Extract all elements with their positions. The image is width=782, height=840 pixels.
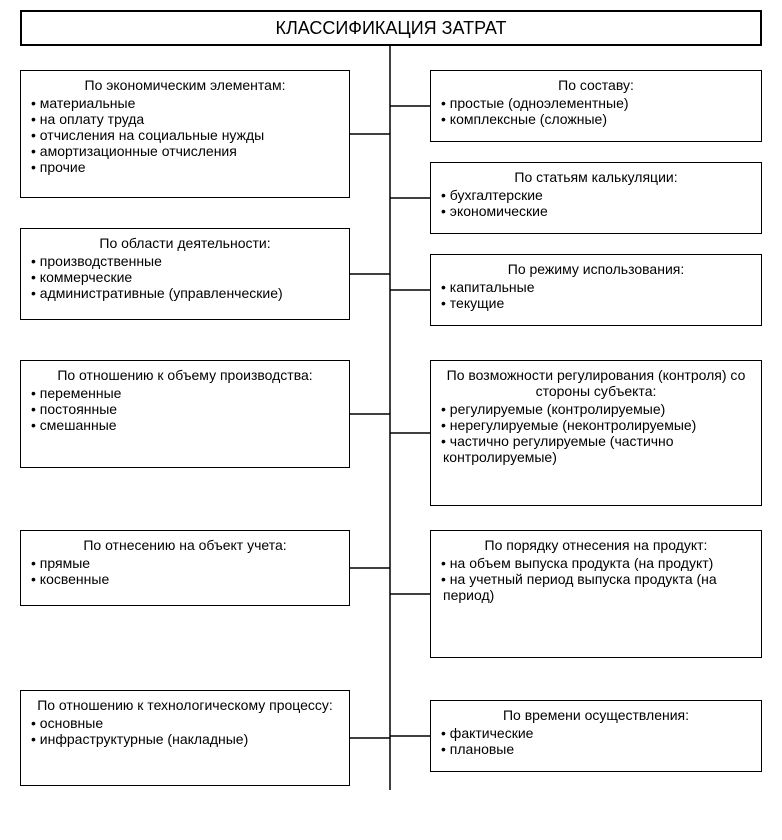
category-heading: По экономическим элементам:: [31, 77, 339, 93]
category-items: фактическиеплановые: [441, 725, 751, 757]
category-items: прямыекосвенные: [31, 555, 339, 587]
category-item: амортизационные отчисления: [25, 143, 339, 159]
category-items: простые (одноэлементные)комплексные (сло…: [441, 95, 751, 127]
category-items: основныеинфраструктурные (накладные): [31, 715, 339, 747]
category-item: регулируемые (контролируемые): [435, 401, 751, 417]
category-item: материальные: [25, 95, 339, 111]
category-item: производственные: [25, 253, 339, 269]
category-box-L3: По отношению к объему производства: перем…: [20, 360, 350, 468]
category-item: бухгалтерские: [435, 187, 751, 203]
title-text: КЛАССИФИКАЦИЯ ЗАТРАТ: [275, 18, 506, 38]
category-heading: По области деятельности:: [31, 235, 339, 251]
category-heading: По возможности регулирования (контроля) …: [441, 367, 751, 399]
category-box-R6: По времени осуществления: фактическиеплан…: [430, 700, 762, 772]
category-item: прочие: [25, 159, 339, 175]
category-heading: По режиму использования:: [441, 261, 751, 277]
category-heading: По отношению к объему производства:: [31, 367, 339, 383]
category-item: на оплату труда: [25, 111, 339, 127]
category-box-L4: По отнесению на объект учета: прямыекосве…: [20, 530, 350, 606]
category-box-R5: По порядку отнесения на продукт: на объем…: [430, 530, 762, 658]
category-heading: По составу:: [441, 77, 751, 93]
category-item: переменные: [25, 385, 339, 401]
category-items: бухгалтерскиеэкономические: [441, 187, 751, 219]
category-box-R3: По режиму использования: капитальныетекущ…: [430, 254, 762, 326]
category-box-R2: По статьям калькуляции: бухгалтерскиеэкон…: [430, 162, 762, 234]
category-item: фактические: [435, 725, 751, 741]
category-item: частично регулируемые (частично контроли…: [435, 433, 751, 465]
category-item: отчисления на социальные нужды: [25, 127, 339, 143]
category-box-R1: По составу: простые (одноэлементные)компл…: [430, 70, 762, 142]
category-item: плановые: [435, 741, 751, 757]
category-heading: По статьям калькуляции:: [441, 169, 751, 185]
category-items: капитальныетекущие: [441, 279, 751, 311]
category-item: административные (управленческие): [25, 285, 339, 301]
category-items: производственныекоммерческиеадминистрати…: [31, 253, 339, 301]
category-items: регулируемые (контролируемые)нерегулируе…: [441, 401, 751, 465]
category-items: материальныена оплату трудаотчисления на…: [31, 95, 339, 175]
category-item: экономические: [435, 203, 751, 219]
category-item: прямые: [25, 555, 339, 571]
category-box-L1: По экономическим элементам: материальныен…: [20, 70, 350, 198]
category-box-R4: По возможности регулирования (контроля) …: [430, 360, 762, 506]
category-box-L2: По области деятельности: производственные…: [20, 228, 350, 320]
diagram-canvas: КЛАССИФИКАЦИЯ ЗАТРАТ По экономическим эл…: [10, 10, 772, 830]
category-item: основные: [25, 715, 339, 731]
category-item: на объем выпуска продукта (на продукт): [435, 555, 751, 571]
category-item: простые (одноэлементные): [435, 95, 751, 111]
category-items: переменныепостоянныесмешанные: [31, 385, 339, 433]
category-heading: По отношению к технологическому процессу…: [31, 697, 339, 713]
category-item: капитальные: [435, 279, 751, 295]
category-items: на объем выпуска продукта (на продукт)на…: [441, 555, 751, 603]
category-item: текущие: [435, 295, 751, 311]
category-item: инфраструктурные (накладные): [25, 731, 339, 747]
title-box: КЛАССИФИКАЦИЯ ЗАТРАТ: [20, 10, 762, 46]
category-item: коммерческие: [25, 269, 339, 285]
category-heading: По порядку отнесения на продукт:: [441, 537, 751, 553]
category-box-L5: По отношению к технологическому процессу…: [20, 690, 350, 786]
category-item: смешанные: [25, 417, 339, 433]
category-item: на учетный период выпуска продукта (на п…: [435, 571, 751, 603]
category-item: постоянные: [25, 401, 339, 417]
category-heading: По времени осуществления:: [441, 707, 751, 723]
category-item: комплексные (сложные): [435, 111, 751, 127]
category-item: нерегулируемые (неконтролируемые): [435, 417, 751, 433]
category-item: косвенные: [25, 571, 339, 587]
category-heading: По отнесению на объект учета:: [31, 537, 339, 553]
